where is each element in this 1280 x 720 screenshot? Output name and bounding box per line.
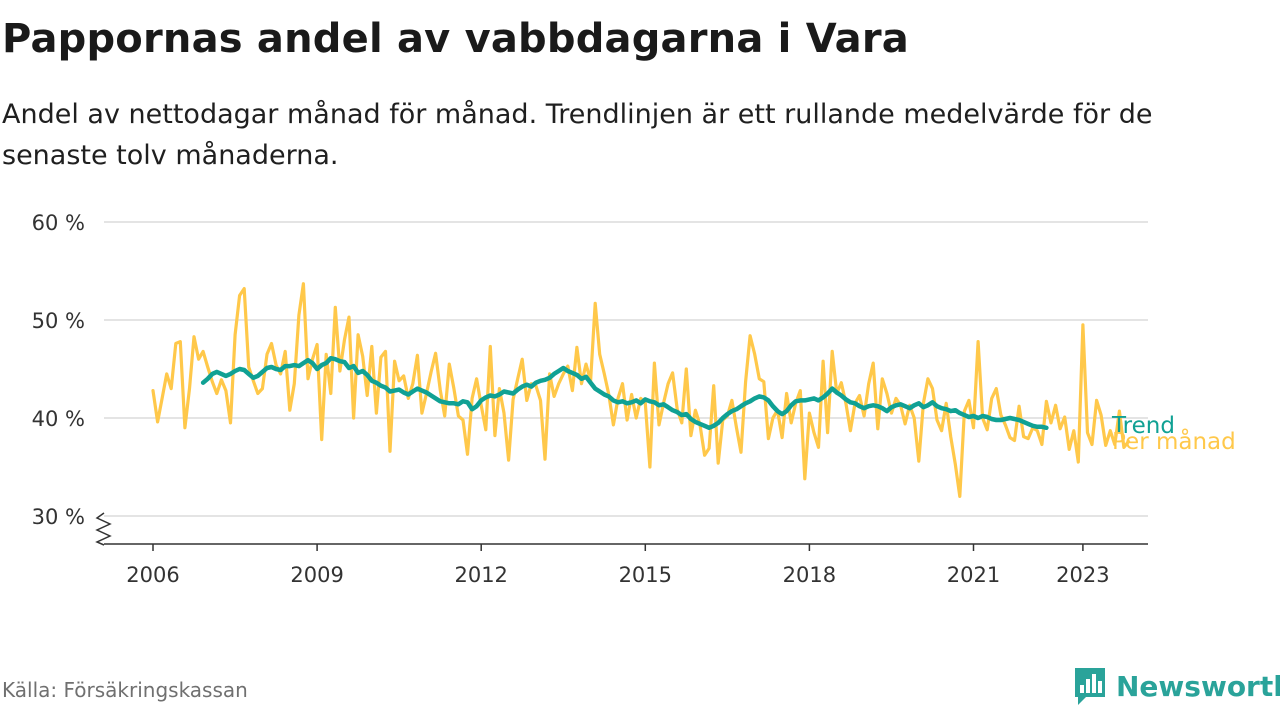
y-tick-label: 30 % [32, 505, 85, 529]
x-tick-label: 2023 [1056, 563, 1109, 587]
axis-break-icon [95, 512, 112, 546]
x-tick-label: 2009 [290, 563, 343, 587]
y-tick-label: 60 % [32, 211, 85, 235]
x-tick-label: 2021 [947, 563, 1000, 587]
x-tick-label: 2012 [454, 563, 507, 587]
y-tick-label: 50 % [32, 309, 85, 333]
brand-logo: Newsworthy [1072, 664, 1280, 708]
x-tick-label: 2018 [783, 563, 836, 587]
series-line-monthly [151, 282, 1131, 498]
chart-title: Pappornas andel av vabbdagarna i Vara [2, 16, 909, 62]
series-label-monthly: Per månad [1112, 427, 1236, 455]
series-lines [151, 282, 1131, 498]
x-axis: 2006 2009 2012 2015 2018 2021 2023 [95, 512, 1148, 587]
bar-chart-icon [1075, 668, 1105, 705]
y-axis-ticks: 30 % 40 % 50 % 60 % [32, 211, 85, 529]
series-line-trend [200, 355, 1049, 431]
series-label-trend: Trend [1111, 413, 1175, 439]
x-tick-label: 2006 [126, 563, 179, 587]
source-note: Källa: Försäkringskassan [2, 678, 248, 702]
chart-subtitle: Andel av nettodagar månad för månad. Tre… [2, 99, 1153, 171]
y-tick-label: 40 % [32, 407, 85, 431]
brand-name: Newsworthy [1116, 669, 1280, 703]
x-tick-label: 2015 [619, 563, 672, 587]
gridlines [104, 221, 1148, 517]
